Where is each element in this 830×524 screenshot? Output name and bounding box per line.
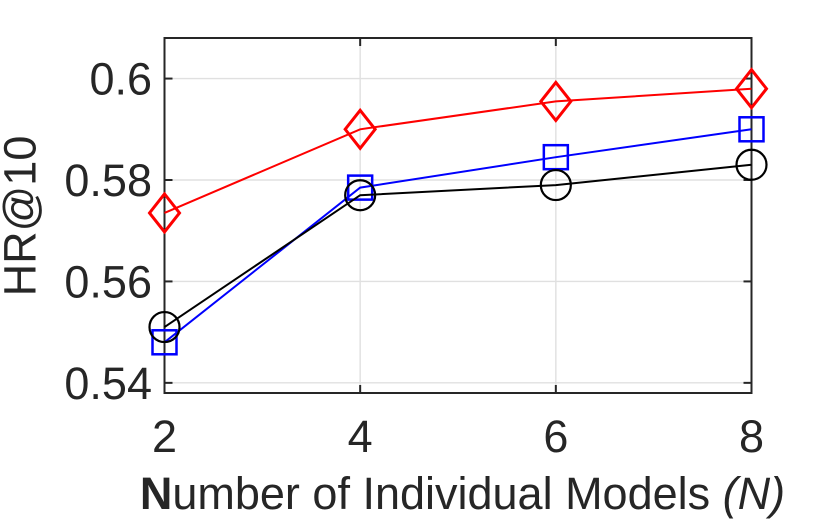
diamond-marker bbox=[734, 67, 769, 111]
circle-marker bbox=[148, 310, 181, 344]
x-axis-label-bold-prefix: N bbox=[139, 468, 173, 519]
y-axis-label: HR@10 bbox=[0, 135, 46, 297]
circle-marker bbox=[539, 168, 572, 202]
diamond-marker bbox=[147, 191, 182, 235]
x-axis-label-text: umber of Individual Models bbox=[172, 468, 723, 519]
diamond-marker bbox=[538, 79, 573, 123]
x-axis-label-variable: (N) bbox=[722, 468, 786, 519]
y-axis-label-text: HR@10 bbox=[0, 135, 46, 297]
x-axis-label: Number of Individual Models (N) bbox=[95, 468, 830, 520]
circle-marker bbox=[735, 148, 768, 181]
series-line-red-diamond-series bbox=[164, 87, 752, 214]
axes-box bbox=[163, 37, 753, 394]
x-tick-label: 4 bbox=[348, 411, 373, 462]
y-tick-label: 0.6 bbox=[89, 54, 152, 105]
series-line-blue-square-series bbox=[163, 128, 752, 344]
circle-marker bbox=[344, 179, 377, 212]
y-tick-label: 0.56 bbox=[64, 256, 152, 307]
square-marker bbox=[738, 116, 765, 143]
diamond-marker bbox=[343, 107, 378, 151]
y-tick-label: 0.54 bbox=[64, 358, 152, 409]
square-marker bbox=[151, 329, 178, 356]
y-tick-label: 0.58 bbox=[64, 155, 152, 206]
x-tick-label: 6 bbox=[543, 411, 568, 462]
x-tick-label: 8 bbox=[739, 411, 764, 462]
series-line-black-circle-series bbox=[163, 163, 752, 328]
x-tick-label: 2 bbox=[152, 411, 177, 462]
